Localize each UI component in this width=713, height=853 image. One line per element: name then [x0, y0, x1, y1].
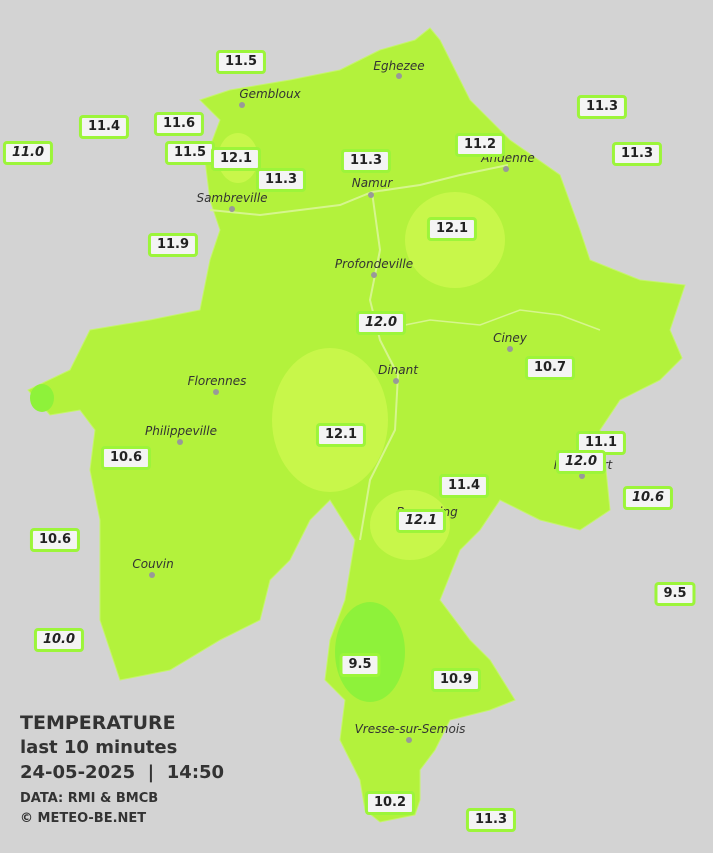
station-value: 9.5 [654, 582, 696, 606]
station-value: 12.0 [555, 450, 607, 474]
station-value: 10.6 [622, 486, 674, 510]
station-value: 10.6 [100, 446, 152, 470]
river [379, 309, 601, 331]
city-name: Sambreville [196, 191, 268, 205]
station-value: 11.3 [255, 168, 307, 192]
legend-datetime: 24-05-2025 | 14:50 [20, 762, 225, 783]
station-value: 10.7 [524, 356, 576, 380]
city-dot [368, 192, 374, 198]
station-value: 9.5 [339, 653, 381, 677]
city-name: Dinant [378, 363, 418, 377]
station-value: 10.2 [364, 791, 416, 815]
city-name: Philippeville [145, 424, 217, 438]
city-dot [213, 389, 219, 395]
station-value: 11.4 [438, 474, 490, 498]
station-value: 10.9 [430, 668, 482, 692]
station-value: 11.3 [576, 95, 628, 119]
city-dot [393, 378, 399, 384]
station-value: 11.3 [465, 808, 517, 832]
city-dot [579, 473, 585, 479]
legend-source: DATA: RMI & BMCB [20, 791, 159, 806]
river [209, 164, 509, 541]
station-value: 10.6 [29, 528, 81, 552]
city-dot [396, 73, 402, 79]
station-value: 10.0 [33, 628, 85, 652]
city-dot [149, 572, 155, 578]
city-dot [229, 206, 235, 212]
city-dot [371, 272, 377, 278]
city-dot [507, 346, 513, 352]
station-value: 12.1 [210, 147, 262, 171]
station-value: 11.4 [78, 115, 130, 139]
station-value: 11.3 [340, 149, 392, 173]
station-value: 11.5 [164, 141, 216, 165]
station-value: 11.6 [153, 112, 205, 136]
station-value: 12.1 [315, 423, 367, 447]
city-name: Couvin [132, 557, 174, 571]
city-dot [503, 166, 509, 172]
city-dot [239, 102, 245, 108]
station-value: 11.0 [2, 141, 54, 165]
warm-zone [272, 348, 388, 492]
station-value: 12.1 [395, 509, 447, 533]
legend-credit: © METEO-BE.NET [20, 811, 147, 826]
cool-zone [335, 602, 405, 702]
station-value: 11.3 [611, 142, 663, 166]
station-value: 12.1 [426, 217, 478, 241]
city-name: Ciney [493, 331, 527, 345]
cool-zone [30, 384, 54, 412]
city-name: Vresse-sur-Semois [354, 722, 466, 736]
city-name: Profondeville [334, 257, 414, 271]
city-name: Eghezee [373, 59, 425, 73]
city-name: Namur [351, 176, 393, 190]
station-value: 12.0 [355, 311, 407, 335]
station-value: 11.2 [454, 133, 506, 157]
city-name: Florennes [187, 374, 247, 388]
city-name: Gembloux [239, 87, 301, 101]
station-value: 11.5 [215, 50, 267, 74]
legend-period: last 10 minutes [20, 737, 178, 758]
city-dot [406, 737, 412, 743]
station-value: 11.9 [147, 233, 199, 257]
city-dot [177, 439, 183, 445]
legend-title: TEMPERATURE [20, 712, 176, 734]
